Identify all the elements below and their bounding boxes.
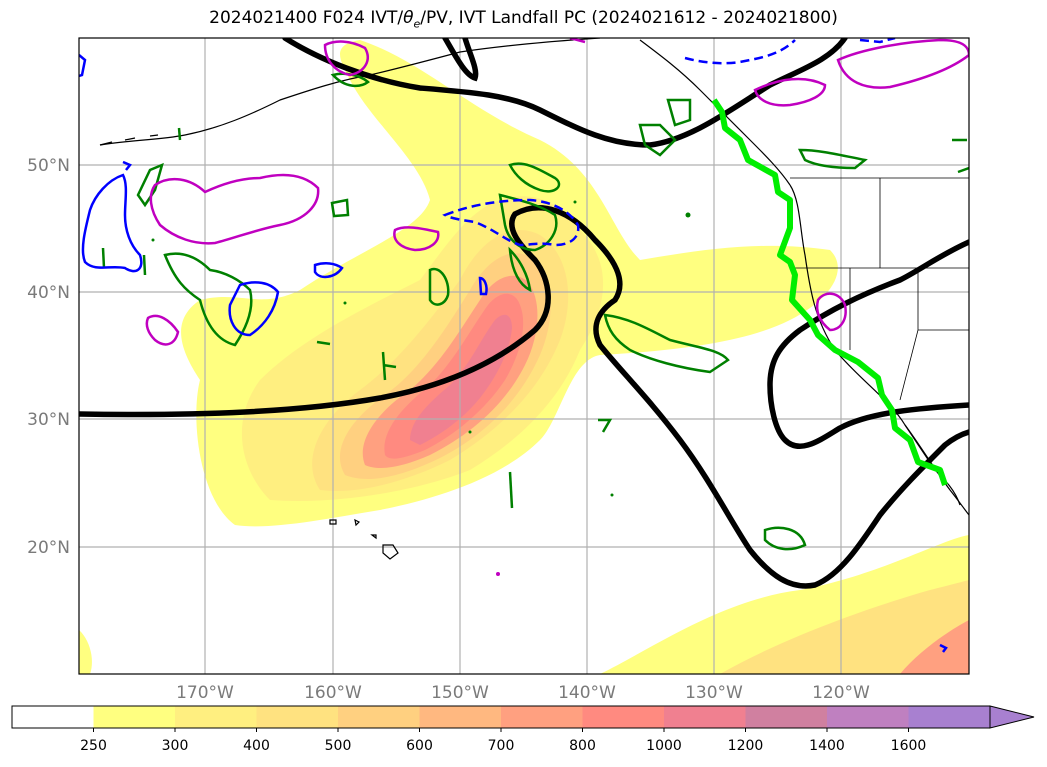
pv-green-4	[498, 193, 558, 252]
colorbar-swatch	[664, 706, 746, 728]
colorbar-swatch	[12, 706, 94, 728]
longitude-labels: 170°W 160°W 150°W 140°W 130°W 120°W	[176, 683, 870, 703]
chart-title: 2024021400 F024 IVT/θe/PV, IVT Landfall …	[209, 8, 838, 31]
pv-green-9	[763, 526, 807, 551]
pv-blue-6	[122, 160, 133, 171]
theta-contour-east	[767, 239, 969, 449]
colorbar: 250 300 400 500 600 700 800 1000 1200 1400 1600	[11, 705, 1035, 754]
hawaii	[329, 518, 399, 560]
lon-label-140W: 140°W	[558, 683, 616, 703]
pv-magenta-8	[569, 38, 586, 44]
ivt-400-south	[720, 580, 969, 674]
colorbar-tick-label: 250	[80, 738, 107, 754]
lon-label-170W: 170°W	[176, 683, 234, 703]
pv-green-line-2	[381, 351, 397, 381]
pv-blue-3	[313, 262, 344, 279]
lon-label-130W: 130°W	[685, 683, 743, 703]
ivt-landfall-line	[711, 98, 948, 486]
colorbar-tick-label: 500	[325, 738, 352, 754]
aleutian-islands	[99, 134, 159, 146]
alaska-coast	[99, 38, 601, 146]
ivt-1000-core	[410, 314, 512, 445]
colorbar-tick-label: 800	[569, 738, 596, 754]
pv-green-3	[428, 267, 450, 306]
pv-magenta-3	[393, 226, 440, 252]
theta-contour-main	[79, 205, 969, 589]
pv-green-10	[330, 198, 350, 218]
pv-blue-dashed-3	[859, 38, 896, 44]
lon-label-120W: 120°W	[812, 683, 870, 703]
colorbar-tick-label: 1000	[646, 738, 682, 754]
pv-blue-2	[228, 281, 280, 337]
theta-e-contours	[79, 38, 969, 589]
pv-blue-4	[478, 276, 488, 296]
pv-magenta-4	[323, 40, 369, 77]
lat-label-20N: 20°N	[27, 538, 70, 558]
lon-label-150W: 150°W	[431, 683, 489, 703]
map-frame	[78, 37, 970, 675]
ivt-shading	[79, 40, 969, 674]
pv-blue-1	[81, 173, 143, 273]
colorbar-swatch	[582, 706, 665, 728]
theta-subscript: e	[413, 17, 421, 31]
colorbar-swatch	[93, 706, 176, 728]
colorbar-swatch	[256, 706, 339, 728]
pv-green-11	[666, 98, 692, 127]
colorbar-tick-label: 1400	[809, 738, 845, 754]
colorbar-tick-label: 300	[162, 738, 189, 754]
colorbar-swatch	[419, 706, 502, 728]
north-america-coast	[789, 184, 969, 516]
pv-green-2	[136, 162, 164, 208]
pv-green-contours	[101, 72, 969, 551]
latitude-labels: 50°N 40°N 30°N 20°N	[27, 156, 70, 558]
pv-small-markers	[151, 200, 691, 576]
pv-green-line-3	[598, 418, 613, 433]
pv-blue-dashed-2	[684, 39, 796, 65]
pv-green-8	[797, 148, 868, 170]
colorbar-swatch	[827, 706, 909, 728]
lat-label-40N: 40°N	[27, 283, 70, 303]
pv-green-6	[603, 313, 730, 374]
lon-label-160W: 160°W	[304, 683, 362, 703]
colorbar-swatch	[175, 706, 257, 728]
pv-blue-7	[939, 643, 948, 653]
pv-green-7	[638, 123, 677, 157]
lat-label-50N: 50°N	[27, 156, 70, 176]
colorbar-tick-label: 400	[243, 738, 270, 754]
ivt-700-south	[900, 620, 969, 674]
pv-green-line-1	[508, 471, 514, 509]
ivt-250-west	[79, 630, 92, 674]
colorbar-tick-label: 1600	[891, 738, 927, 754]
pv-magenta-6	[836, 38, 969, 89]
colorbar-extend-arrow	[989, 705, 1035, 729]
pv-green-5	[508, 162, 561, 193]
theta-contour-loop-top	[442, 38, 479, 82]
theta-symbol: θ	[403, 8, 414, 28]
landfall-path	[711, 98, 948, 486]
pv-green-line-4	[316, 340, 331, 346]
pv-blue-5	[79, 54, 87, 78]
colorbar-tick-label: 700	[488, 738, 515, 754]
pv-magenta-2	[145, 314, 180, 346]
pv-magenta-1	[149, 173, 320, 245]
lat-label-30N: 30°N	[27, 410, 70, 430]
colorbar-tick-label: 1200	[728, 738, 764, 754]
pv-magenta-contours	[145, 38, 969, 346]
colorbar-swatch	[338, 706, 420, 728]
colorbar-swatch	[745, 706, 828, 728]
coastlines	[99, 38, 969, 560]
colorbar-swatch	[908, 706, 991, 728]
colorbar-tick-label: 600	[406, 738, 433, 754]
colorbar-swatch	[501, 706, 583, 728]
pv-green-12	[508, 246, 532, 293]
state-borders	[790, 177, 969, 401]
pv-green-1	[163, 252, 253, 347]
pv-magenta-7	[815, 292, 847, 332]
pv-green-line-5	[101, 127, 182, 276]
pv-green-line-6	[952, 138, 969, 174]
pv-magenta-5	[753, 77, 827, 107]
pv-blue-contours	[79, 38, 948, 653]
